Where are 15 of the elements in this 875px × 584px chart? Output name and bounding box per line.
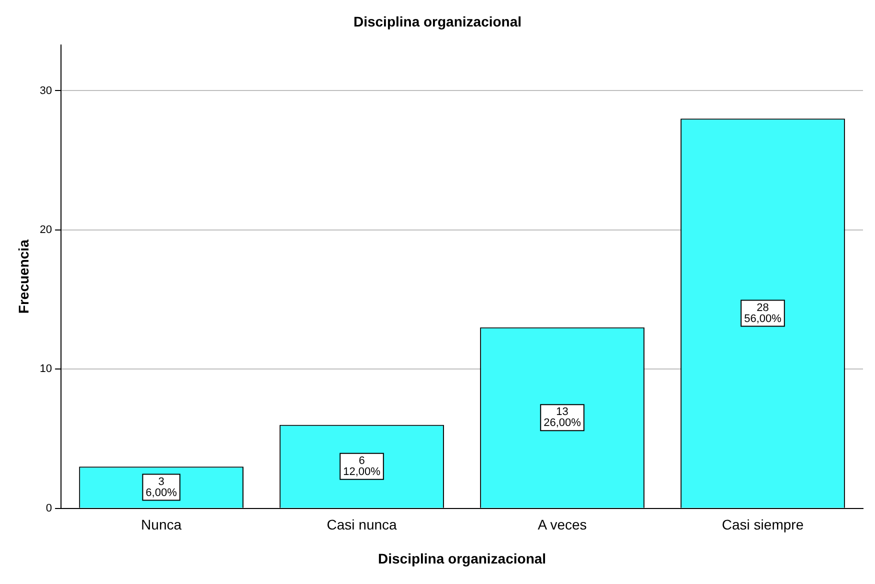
y-tick-label: 10 — [40, 363, 52, 376]
data-label: 3 6,00% — [146, 476, 178, 499]
x-tick-label: Casi nunca — [326, 516, 398, 533]
data-label: 6 12,00% — [343, 454, 381, 478]
y-tick-label: 30 — [40, 84, 52, 97]
y-axis-title: Frecuencia — [15, 239, 32, 314]
x-tick-label: A veces — [538, 516, 587, 533]
chart-title: Disciplina organizacional — [353, 13, 522, 30]
x-axis-title: Disciplina organizacional — [378, 550, 546, 566]
data-label: 13 26,00% — [544, 406, 582, 430]
x-tick-label: Casi siempre — [722, 516, 804, 533]
data-label: 28 56,00% — [744, 302, 782, 325]
y-tick-label: 0 — [46, 502, 52, 514]
x-tick-label: Nunca — [141, 516, 182, 533]
y-tick-label: 20 — [40, 224, 52, 236]
